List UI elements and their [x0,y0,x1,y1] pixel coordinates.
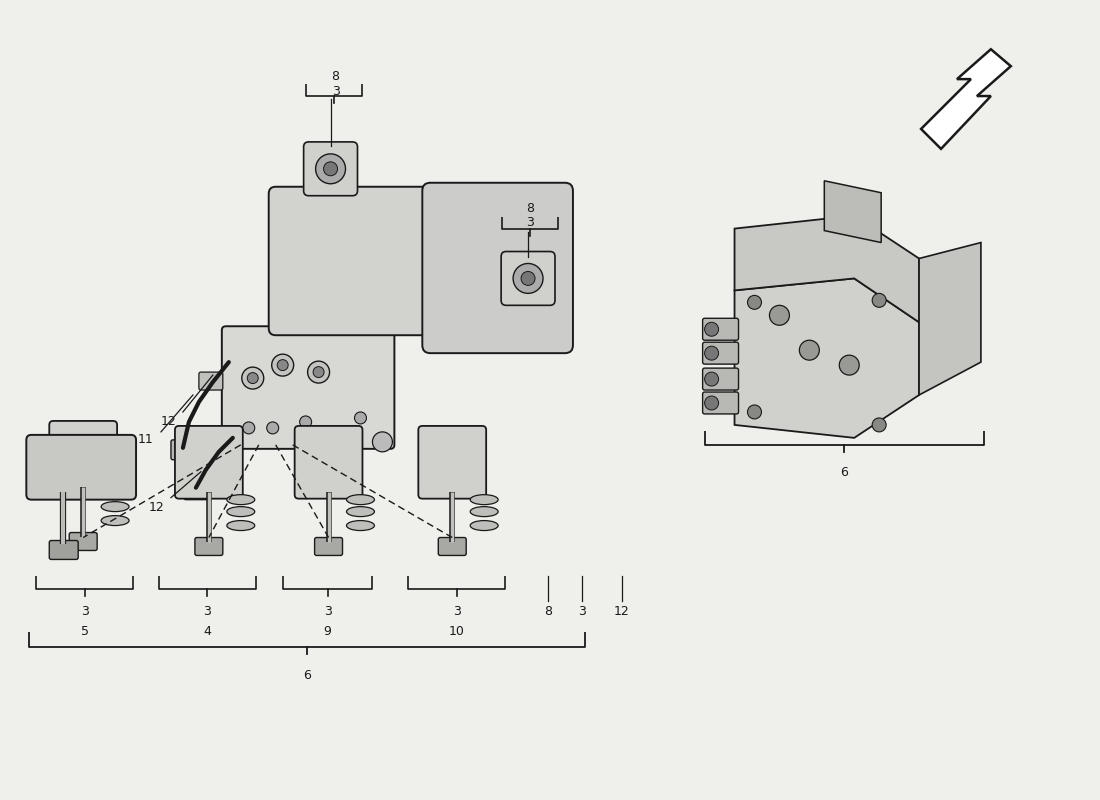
Circle shape [705,396,718,410]
Ellipse shape [346,506,374,517]
Text: 12: 12 [614,605,629,618]
Ellipse shape [101,502,129,512]
Text: 5: 5 [80,625,89,638]
Text: 3: 3 [453,605,461,618]
Text: 8: 8 [544,605,552,618]
Circle shape [839,355,859,375]
Circle shape [521,271,535,286]
Polygon shape [921,50,1011,149]
FancyBboxPatch shape [175,426,243,498]
FancyBboxPatch shape [703,342,738,364]
Ellipse shape [470,521,498,530]
Circle shape [705,346,718,360]
Circle shape [769,306,790,326]
Ellipse shape [101,490,129,500]
Text: 3: 3 [323,605,331,618]
FancyBboxPatch shape [195,538,223,555]
Circle shape [308,361,330,383]
Circle shape [243,422,255,434]
Text: 6: 6 [304,669,311,682]
Text: 3: 3 [331,85,340,98]
Circle shape [354,412,366,424]
Text: 3: 3 [80,605,89,618]
FancyBboxPatch shape [50,541,78,559]
FancyBboxPatch shape [703,368,738,390]
Circle shape [872,294,887,307]
Text: 10: 10 [449,625,464,638]
Circle shape [323,162,338,176]
Ellipse shape [101,515,129,526]
Circle shape [277,360,288,370]
Polygon shape [735,278,920,438]
Circle shape [242,367,264,389]
FancyBboxPatch shape [703,392,738,414]
Circle shape [705,372,718,386]
FancyBboxPatch shape [703,318,738,340]
Ellipse shape [346,494,374,505]
FancyBboxPatch shape [315,538,342,555]
FancyBboxPatch shape [268,186,482,335]
Circle shape [373,432,393,452]
Ellipse shape [346,521,374,530]
Text: 8: 8 [331,70,340,82]
Circle shape [748,295,761,310]
FancyBboxPatch shape [50,421,117,494]
Ellipse shape [227,506,255,517]
Circle shape [513,263,543,294]
Circle shape [800,340,820,360]
Text: 9: 9 [323,625,331,638]
FancyBboxPatch shape [422,182,573,353]
Circle shape [705,322,718,336]
Circle shape [872,418,887,432]
Circle shape [748,405,761,419]
Text: 8: 8 [526,202,535,215]
FancyBboxPatch shape [69,533,97,550]
Polygon shape [920,242,981,395]
FancyBboxPatch shape [295,426,363,498]
Ellipse shape [470,494,498,505]
Circle shape [266,422,278,434]
FancyBboxPatch shape [205,442,229,460]
Circle shape [219,428,239,448]
Ellipse shape [227,521,255,530]
Ellipse shape [227,494,255,505]
Text: 3: 3 [526,216,534,229]
Circle shape [299,416,311,428]
Text: 6: 6 [840,466,848,479]
Text: 3: 3 [204,605,211,618]
Polygon shape [735,216,920,322]
FancyBboxPatch shape [170,440,199,460]
Polygon shape [824,181,881,242]
FancyBboxPatch shape [304,142,358,196]
FancyBboxPatch shape [222,326,395,449]
Ellipse shape [470,506,498,517]
FancyBboxPatch shape [184,480,212,500]
Circle shape [314,366,324,378]
FancyBboxPatch shape [26,435,136,500]
Text: 3: 3 [578,605,586,618]
Text: 12: 12 [150,501,165,514]
Circle shape [248,373,258,383]
FancyBboxPatch shape [502,251,556,306]
Text: 11: 11 [139,434,154,446]
Text: 4: 4 [204,625,211,638]
Text: 12: 12 [161,415,177,429]
FancyBboxPatch shape [438,538,466,555]
FancyBboxPatch shape [199,372,223,390]
Circle shape [332,426,344,438]
Circle shape [316,154,345,184]
FancyBboxPatch shape [418,426,486,498]
Circle shape [272,354,294,376]
